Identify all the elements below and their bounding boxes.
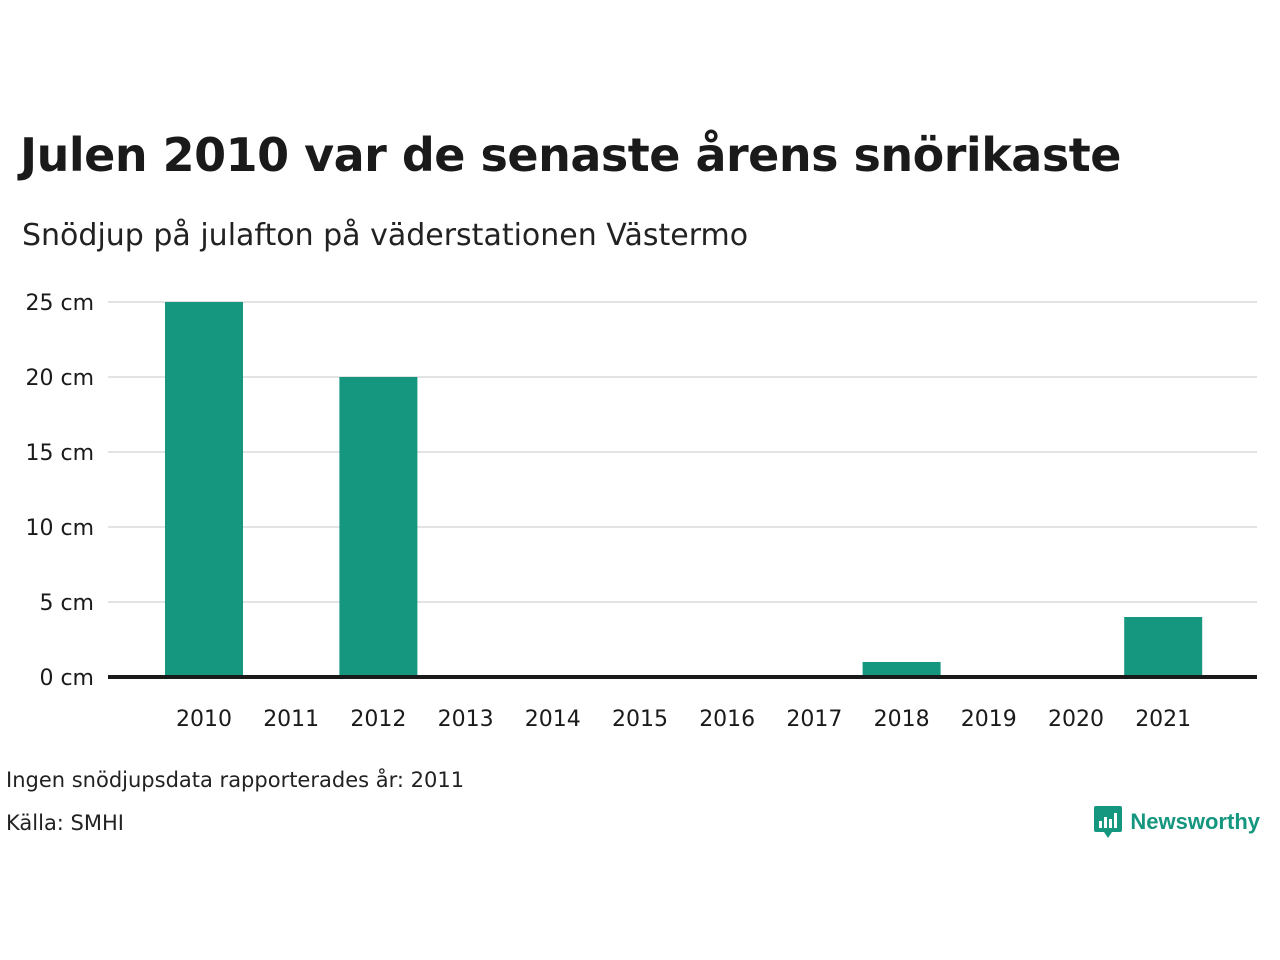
x-tick-label-2019: 2019 (961, 707, 1017, 732)
x-axis-ticks: 2010 2011 2012 2013 2014 2015 2016 2017 2018 2019… (176, 707, 1191, 732)
x-tick-label-2012: 2012 (350, 707, 406, 732)
source-label: Källa: SMHI (6, 811, 124, 835)
chart-title: Julen 2010 var de senaste årens snörikas… (20, 128, 1121, 182)
x-tick-label-2014: 2014 (525, 707, 581, 732)
gridlines (108, 301, 1257, 603)
x-tick-label-2021: 2021 (1135, 707, 1191, 732)
bars (165, 302, 1203, 677)
newsworthy-icon (1094, 806, 1123, 838)
chart-subtitle: Snödjup på julafton på väderstationen Vä… (22, 218, 749, 253)
y-tick-label: 20 cm (25, 366, 94, 391)
x-tick-label-2016: 2016 (699, 707, 755, 732)
x-tick-label-2018: 2018 (874, 707, 930, 732)
y-tick-label: 10 cm (25, 516, 94, 541)
x-tick-label-2020: 2020 (1048, 707, 1104, 732)
y-tick-label: 0 cm (39, 666, 94, 691)
x-tick-label-2013: 2013 (438, 707, 494, 732)
x-tick-label-2010: 2010 (176, 707, 232, 732)
x-tick-label-2017: 2017 (786, 707, 842, 732)
newsworthy-logo: Newsworthy (1094, 806, 1260, 838)
bar-2021 (1124, 617, 1203, 677)
bar-2010 (165, 302, 243, 677)
x-tick-label-2011: 2011 (263, 707, 319, 732)
bar-2012 (339, 377, 418, 677)
x-tick-label-2015: 2015 (612, 707, 668, 732)
y-tick-label: 15 cm (25, 441, 94, 466)
y-axis-ticks: 0 cm 5 cm 10 cm 15 cm 20 cm 25 cm (25, 291, 94, 691)
y-tick-label: 25 cm (25, 291, 94, 316)
missing-data-note: Ingen snödjupsdata rapporterades år: 201… (6, 768, 465, 792)
bar-2018 (862, 662, 941, 677)
y-tick-label: 5 cm (39, 591, 94, 616)
brand-name: Newsworthy (1130, 809, 1260, 834)
